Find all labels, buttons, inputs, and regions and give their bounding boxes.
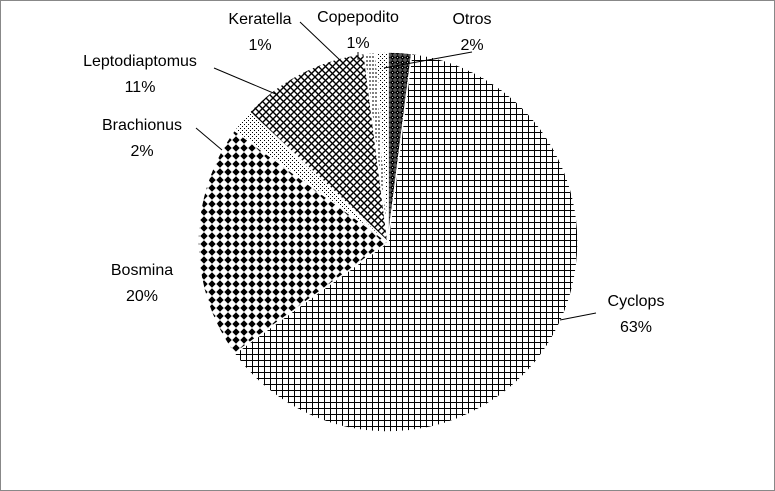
data-label-category-copepodito: Copepodito xyxy=(317,9,399,26)
data-label-category-brachionus: Brachionus xyxy=(102,117,182,134)
leader-line-keratella xyxy=(299,21,343,63)
data-label-category-leptodiaptomus: Leptodiaptomus xyxy=(83,53,197,70)
data-label-percent-bosmina: 20% xyxy=(126,288,158,305)
pie-slice-leptodiaptomus xyxy=(248,52,390,244)
pie-slice-copepodito xyxy=(375,51,389,243)
leader-line-leptodiaptomus xyxy=(213,67,279,96)
data-label-category-otros: Otros xyxy=(452,11,491,28)
data-label-category-bosmina: Bosmina xyxy=(111,262,173,279)
leader-line-cyclops xyxy=(559,312,597,321)
data-label-category-cyclops: Cyclops xyxy=(608,293,665,310)
data-label-percent-keratella: 1% xyxy=(248,37,271,54)
data-label-percent-copepodito: 1% xyxy=(346,35,369,52)
data-label-percent-leptodiaptomus: 11% xyxy=(125,79,156,96)
data-label-percent-otros: 2% xyxy=(460,37,483,54)
pie-slice-bosmina xyxy=(197,129,390,355)
data-label-percent-cyclops: 63% xyxy=(620,319,652,336)
data-label-category-keratella: Keratella xyxy=(228,11,291,28)
data-label-percent-brachionus: 2% xyxy=(130,143,153,160)
leader-line-brachionus xyxy=(195,127,223,151)
pie-slice-cyclops xyxy=(233,52,579,433)
leader-line-otros xyxy=(383,51,473,69)
